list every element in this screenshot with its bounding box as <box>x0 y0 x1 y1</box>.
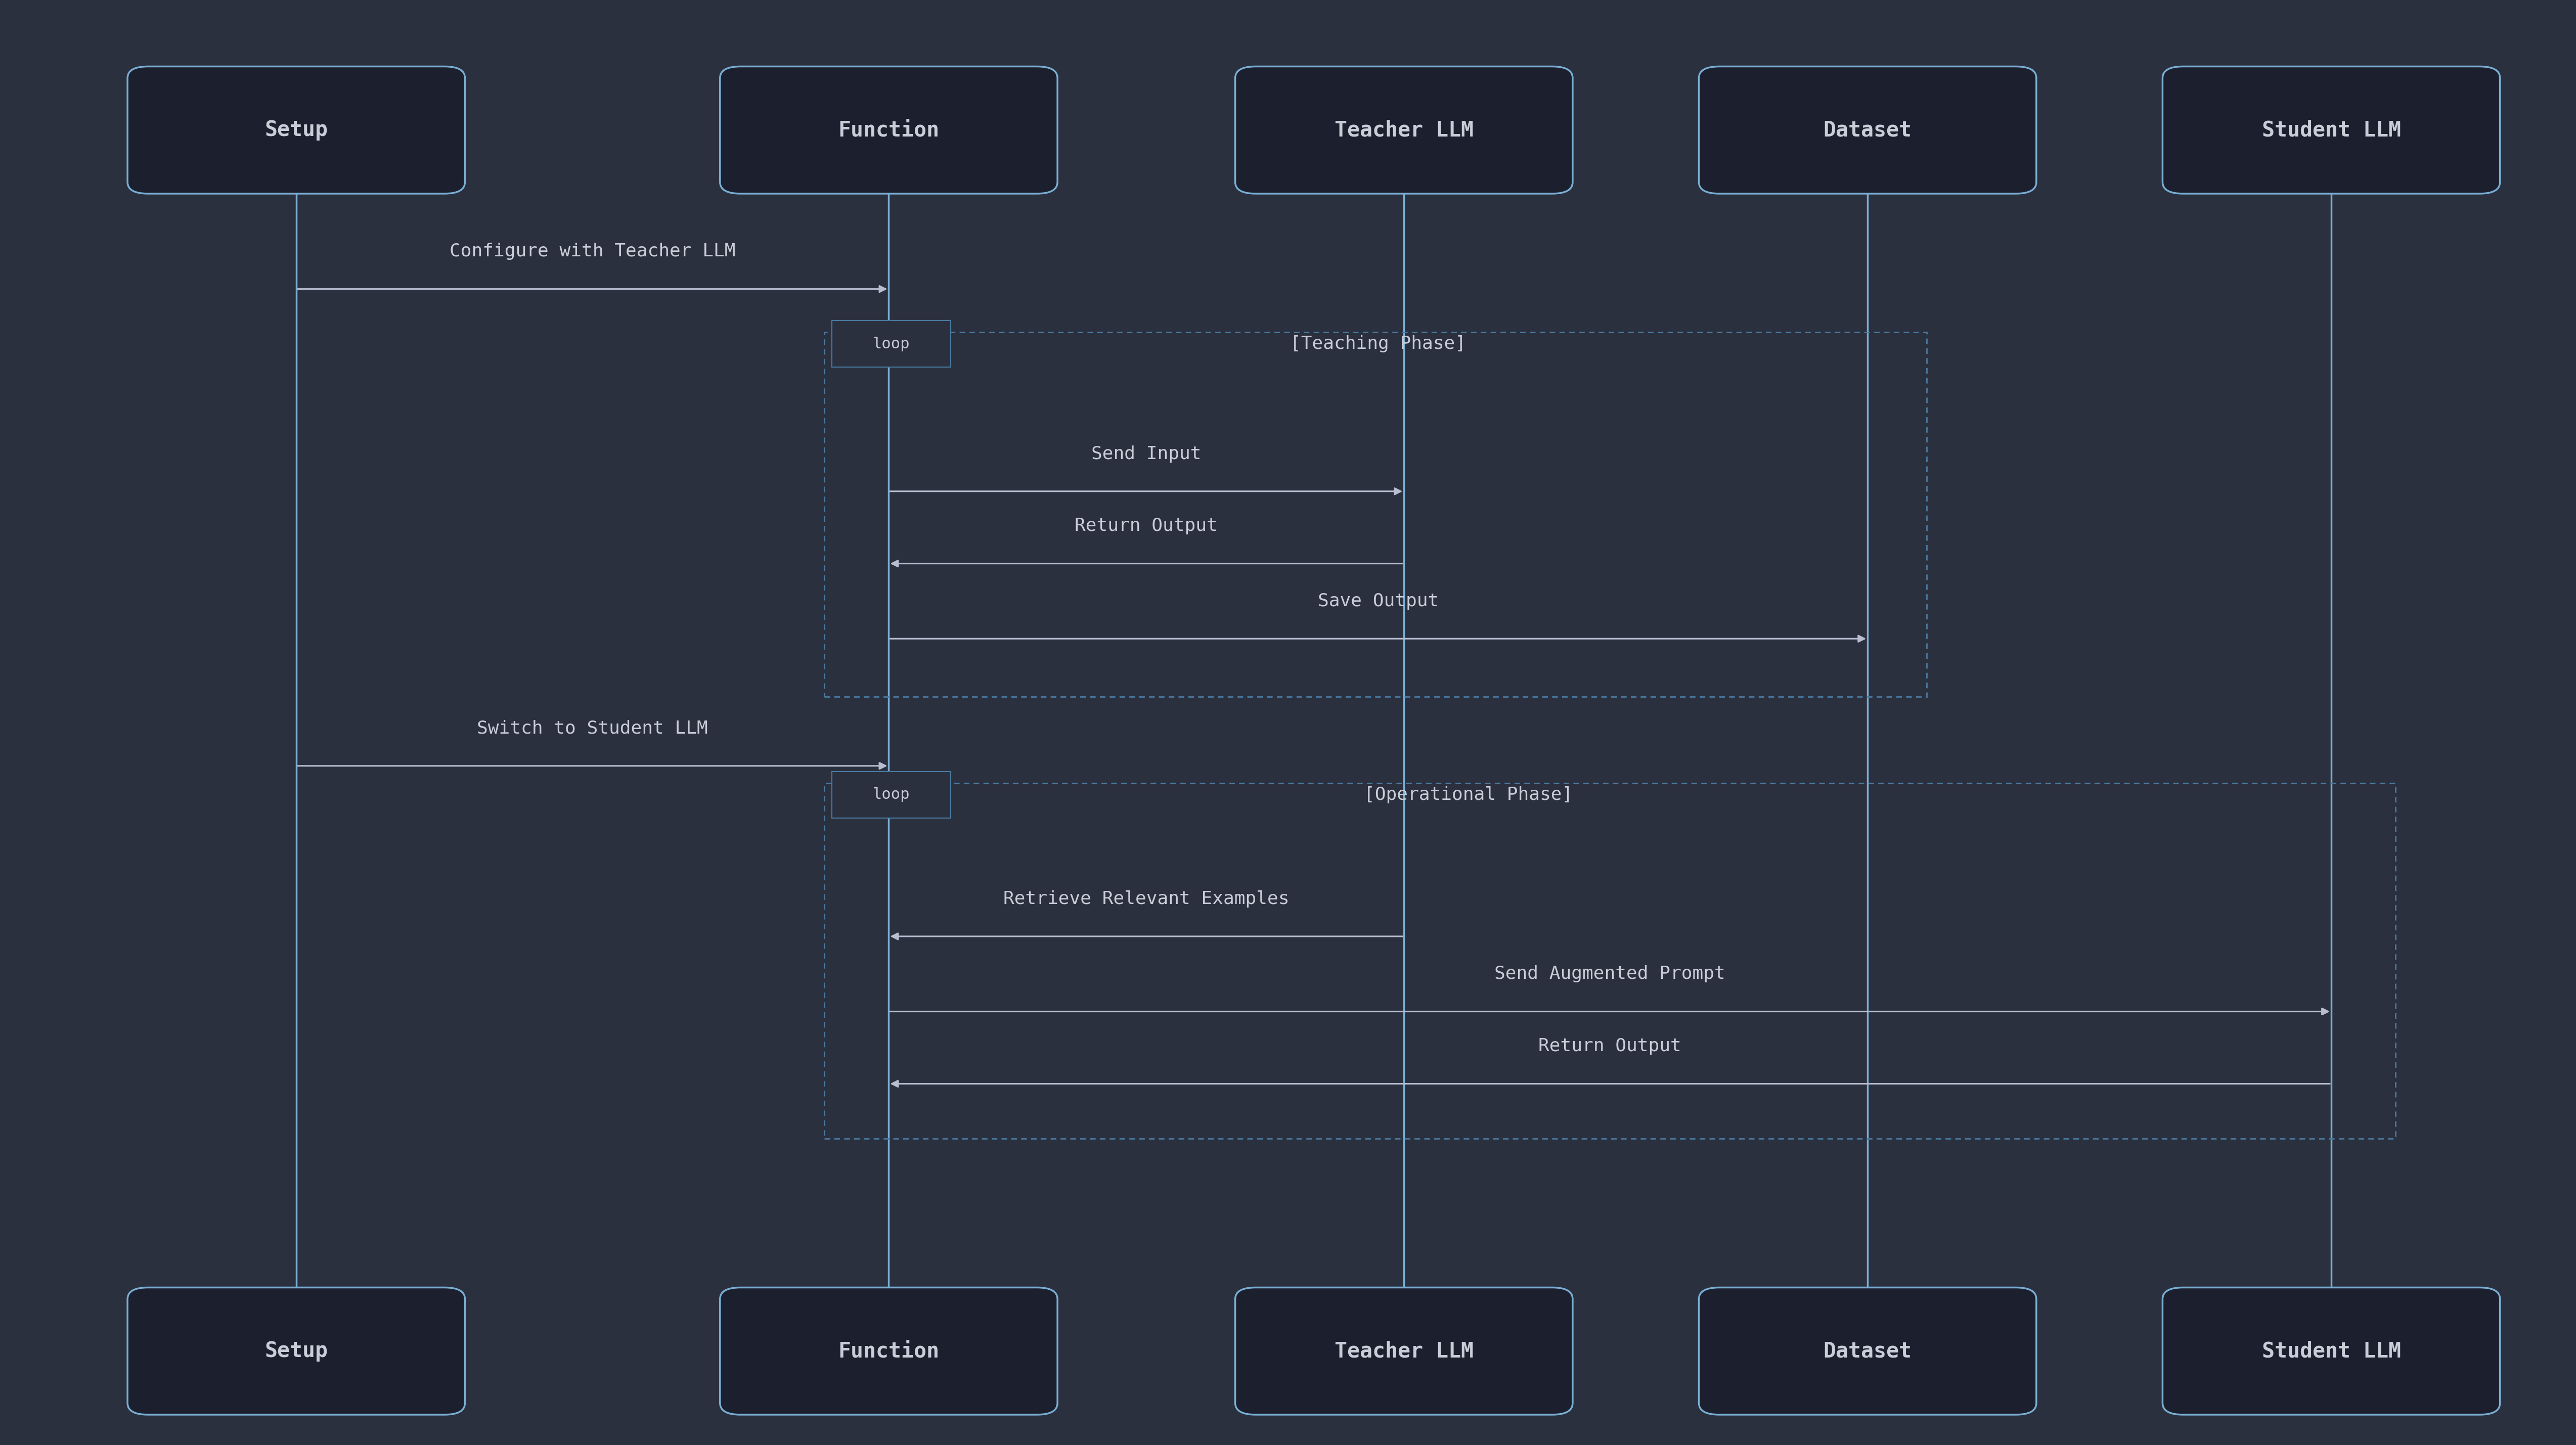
Text: Dataset: Dataset <box>1824 1341 1911 1361</box>
Text: Function: Function <box>837 120 940 140</box>
Text: Teacher LLM: Teacher LLM <box>1334 120 1473 140</box>
FancyBboxPatch shape <box>2164 1287 2499 1415</box>
Text: Setup: Setup <box>265 120 327 140</box>
FancyBboxPatch shape <box>1700 66 2035 194</box>
Text: Dataset: Dataset <box>1824 120 1911 140</box>
Bar <box>832 772 951 818</box>
FancyBboxPatch shape <box>129 1287 464 1415</box>
FancyBboxPatch shape <box>1236 1287 1571 1415</box>
Text: Configure with Teacher LLM: Configure with Teacher LLM <box>448 243 737 260</box>
Text: Send Input: Send Input <box>1092 445 1200 462</box>
Text: Student LLM: Student LLM <box>2262 120 2401 140</box>
Text: Setup: Setup <box>265 1341 327 1361</box>
Bar <box>832 321 951 367</box>
Text: Send Augmented Prompt: Send Augmented Prompt <box>1494 965 1726 983</box>
Text: [Operational Phase]: [Operational Phase] <box>1363 786 1574 803</box>
Text: Function: Function <box>837 1341 940 1361</box>
Text: Return Output: Return Output <box>1538 1038 1682 1055</box>
Bar <box>824 783 2396 1139</box>
Text: Teacher LLM: Teacher LLM <box>1334 1341 1473 1361</box>
Text: Switch to Student LLM: Switch to Student LLM <box>477 720 708 737</box>
FancyBboxPatch shape <box>129 66 464 194</box>
FancyBboxPatch shape <box>1700 1287 2035 1415</box>
Text: Retrieve Relevant Examples: Retrieve Relevant Examples <box>1002 890 1291 907</box>
Text: Save Output: Save Output <box>1319 592 1437 610</box>
Text: [Teaching Phase]: [Teaching Phase] <box>1291 335 1466 353</box>
Text: Return Output: Return Output <box>1074 517 1218 535</box>
FancyBboxPatch shape <box>719 1287 1059 1415</box>
FancyBboxPatch shape <box>2164 66 2499 194</box>
FancyBboxPatch shape <box>1236 66 1571 194</box>
Bar <box>824 332 1927 696</box>
FancyBboxPatch shape <box>719 66 1059 194</box>
Text: Student LLM: Student LLM <box>2262 1341 2401 1361</box>
Text: loop: loop <box>873 788 909 802</box>
Text: loop: loop <box>873 337 909 351</box>
